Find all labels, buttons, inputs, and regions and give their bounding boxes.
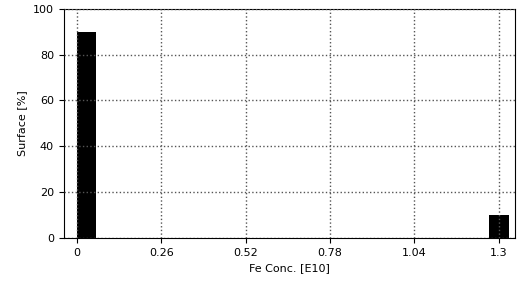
Bar: [76, 32, 96, 238]
X-axis label: Fe Conc. [E10]: Fe Conc. [E10]: [249, 263, 330, 273]
Bar: [489, 215, 509, 238]
Y-axis label: Surface [%]: Surface [%]: [18, 90, 28, 156]
